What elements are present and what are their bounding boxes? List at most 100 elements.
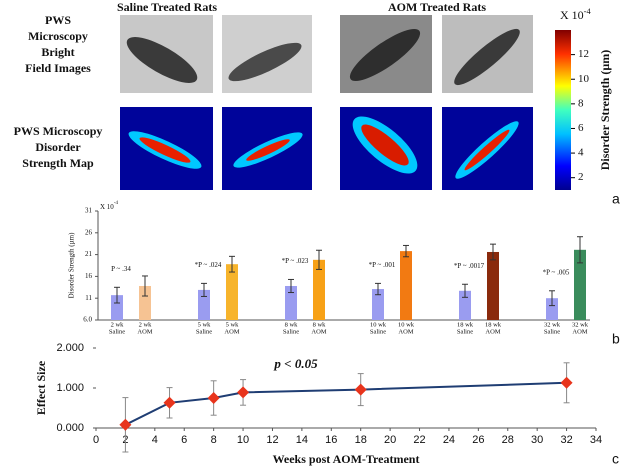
bar	[574, 249, 586, 320]
column-label: Saline Treated Rats	[117, 0, 217, 14]
line	[124, 381, 567, 426]
annotation: p < 0.05	[273, 356, 318, 371]
annotation: P ~ .34	[111, 265, 131, 273]
y-axis-label: Disorder Strength (µm)	[68, 232, 76, 299]
bright-field-images	[120, 15, 533, 93]
x-tick-label: AOM	[485, 328, 500, 335]
x-tick-label: Saline	[196, 328, 212, 335]
x-tick-label: Saline	[370, 328, 386, 335]
annotation: *P ~ .023	[282, 257, 309, 265]
x-tick-label: 18 wk	[485, 321, 502, 328]
x-tick-label: 0	[93, 434, 99, 446]
colorbar-tick-label: 8	[578, 97, 584, 109]
bar	[487, 251, 499, 320]
x-tick-label: AOM	[137, 328, 152, 335]
x-tick-label: AOM	[572, 328, 587, 335]
bar	[198, 289, 210, 320]
annotation: *P ~ .001	[369, 261, 396, 269]
y-tick-label: 26	[85, 228, 93, 236]
bar	[400, 251, 412, 320]
annotation: *P ~ .005	[543, 268, 570, 276]
marker	[560, 376, 573, 389]
x-tick-label: 34	[590, 434, 602, 446]
multiplier-exponent: -4	[114, 201, 119, 206]
y-tick-label: 31	[85, 207, 93, 215]
x-tick-label: 10 wk	[370, 321, 387, 328]
multiplier-base: X 10	[560, 8, 584, 22]
x-tick-label: 10 wk	[398, 321, 415, 328]
x-tick-label: AOM	[311, 328, 326, 335]
x-tick-label: 8 wk	[313, 321, 327, 328]
x-tick-label: 5 wk	[198, 321, 212, 328]
x-tick-label: 28	[502, 434, 514, 446]
y-tick-label: 2.000	[56, 342, 84, 354]
x-tick-label: 5 wk	[226, 321, 240, 328]
bar	[139, 285, 151, 320]
y-tick-label: 21	[85, 250, 93, 258]
bar	[111, 295, 123, 320]
marker	[163, 396, 176, 409]
row-label: Bright	[41, 45, 74, 59]
x-tick-label: 22	[413, 434, 425, 446]
row-label: PWS	[45, 13, 71, 27]
x-tick-label: 16	[325, 434, 337, 446]
y-tick-label: 1.000	[56, 382, 84, 394]
x-tick-label: 4	[152, 434, 158, 446]
colorbar	[555, 30, 571, 190]
y-tick-label: 11	[85, 294, 92, 302]
x-tick-label: 12	[266, 434, 278, 446]
x-tick-label: Saline	[109, 328, 125, 335]
y-tick-label: 6.0	[83, 316, 92, 324]
x-tick-label: 32 wk	[544, 321, 561, 328]
x-tick-label: 14	[296, 434, 308, 446]
annotation: *P ~ .0017	[454, 262, 485, 270]
x-tick-label: 20	[384, 434, 396, 446]
x-tick-label: Saline	[457, 328, 473, 335]
x-tick-label: AOM	[224, 328, 239, 335]
x-tick-label: 10	[237, 434, 249, 446]
x-tick-label: 32	[560, 434, 572, 446]
x-axis-label: Weeks post AOM-Treatment	[273, 452, 420, 466]
y-tick-label: 16	[85, 272, 93, 280]
row-label: Field Images	[25, 61, 91, 75]
colorbar-tick-label: 6	[578, 122, 584, 134]
x-tick-label: 30	[531, 434, 543, 446]
colorbar-label: Disorder Strength (µm)	[598, 50, 612, 170]
marker	[237, 386, 250, 399]
multiplier: X 10-4	[100, 201, 118, 210]
disorder-maps	[120, 107, 533, 190]
x-tick-label: 32 wk	[572, 321, 589, 328]
colorbar-tick-label: 4	[578, 147, 584, 159]
bar	[285, 285, 297, 320]
panel-label: a	[612, 191, 620, 207]
x-tick-label: AOM	[398, 328, 413, 335]
bar	[546, 298, 558, 320]
column-label: AOM Treated Rats	[388, 0, 486, 14]
x-tick-label: 8	[211, 434, 217, 446]
x-tick-label: 8 wk	[285, 321, 299, 328]
bar	[372, 289, 384, 320]
x-tick-label: 18	[355, 434, 367, 446]
panel-label: b	[612, 331, 620, 347]
x-tick-label: 26	[472, 434, 484, 446]
panel-label: c	[612, 451, 619, 467]
marker	[119, 418, 132, 431]
bar	[313, 259, 325, 320]
x-tick-label: 2 wk	[139, 321, 153, 328]
x-tick-label: Saline	[544, 328, 560, 335]
multiplier: X 10-4	[560, 7, 591, 22]
y-axis-label: Effect Size	[34, 360, 48, 415]
row-label: PWS Microscopy	[14, 124, 103, 138]
row-label: Disorder	[35, 140, 81, 154]
x-tick-label: 18 wk	[457, 321, 474, 328]
bar	[226, 264, 238, 320]
x-tick-label: Saline	[283, 328, 299, 335]
colorbar-tick-label: 12	[578, 48, 589, 60]
x-tick-label: 6	[181, 434, 187, 446]
multiplier-exponent: -4	[584, 7, 592, 16]
row-label: Microscopy	[28, 29, 88, 43]
x-tick-label: 2 wk	[111, 321, 125, 328]
x-tick-label: 24	[443, 434, 455, 446]
annotation: *P ~ .024	[195, 261, 222, 269]
